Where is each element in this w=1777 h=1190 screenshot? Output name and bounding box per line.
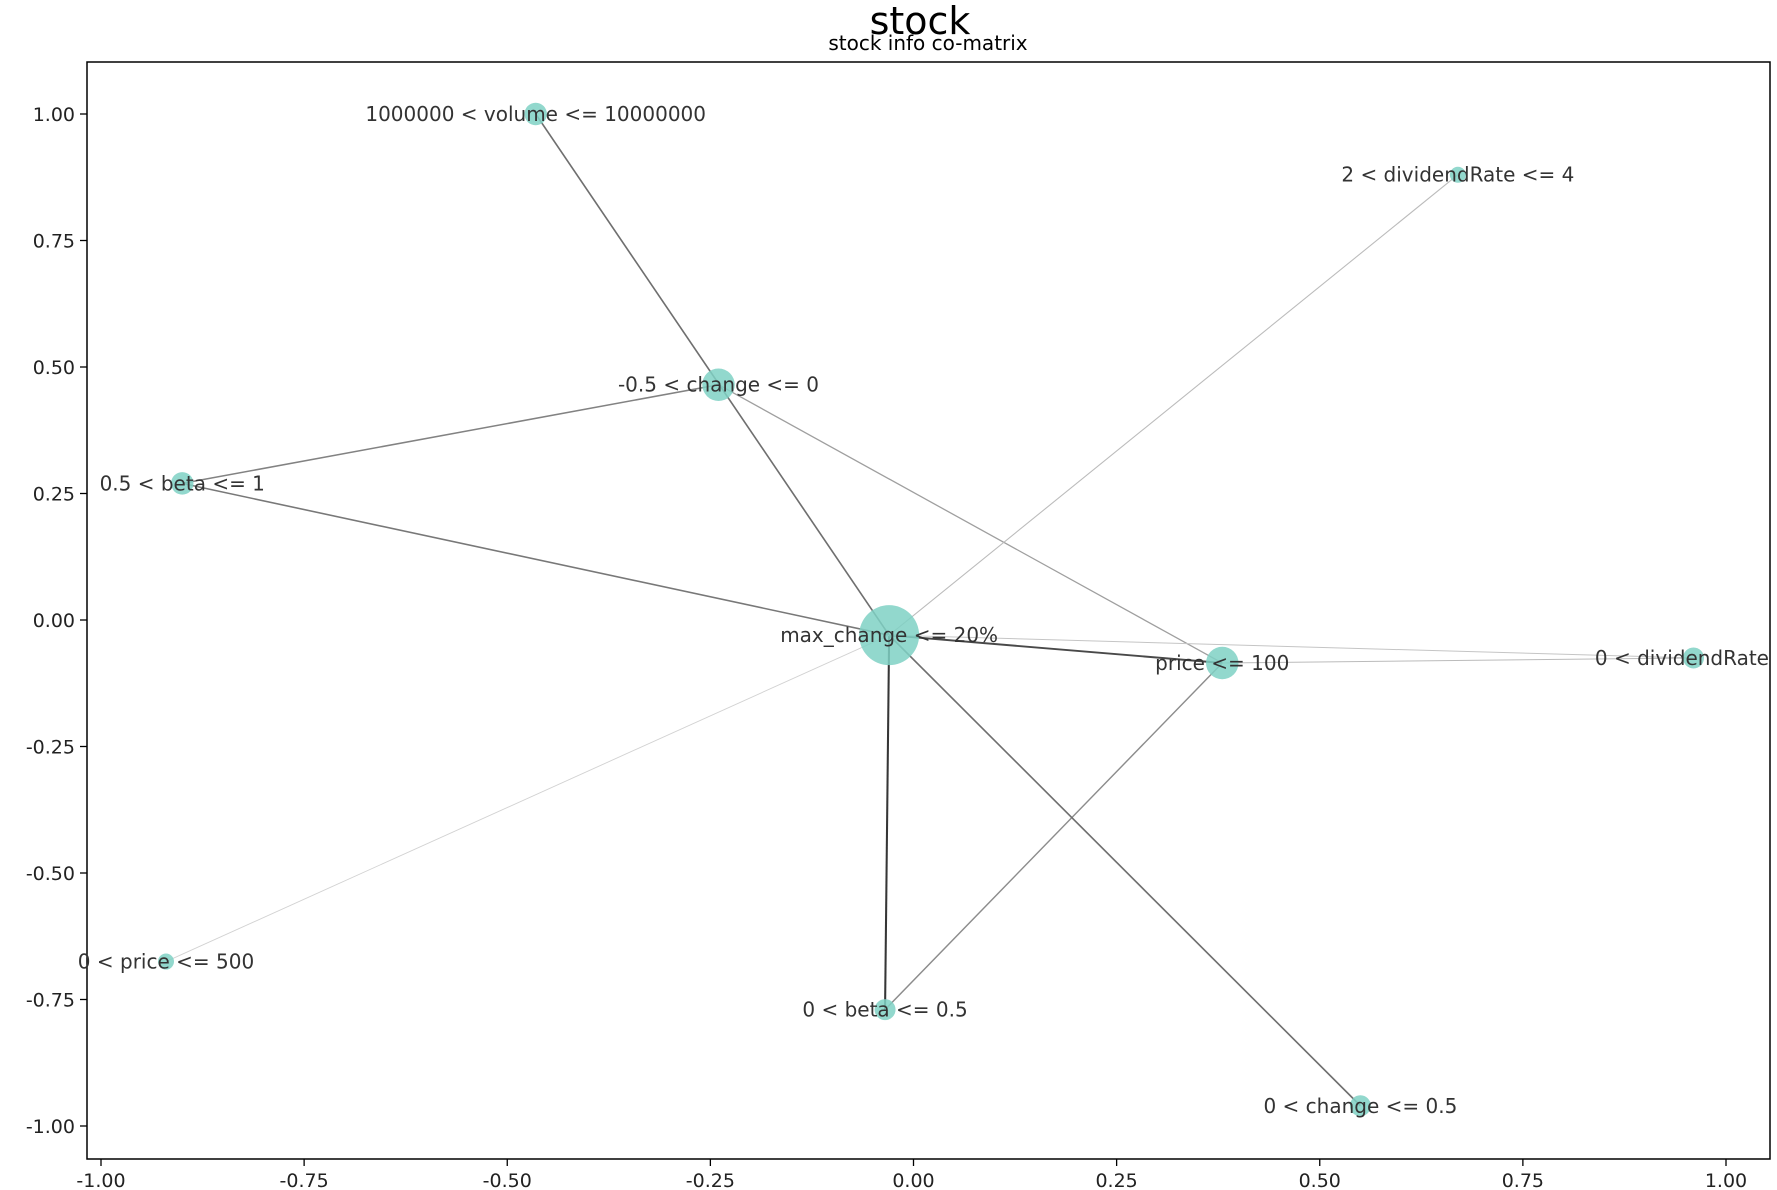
node-beta_high — [171, 472, 194, 495]
node-beta_low — [874, 999, 896, 1021]
y-tick-label: 0.00 — [33, 610, 75, 632]
y-tick-label: -1.00 — [26, 1116, 75, 1138]
node-label-beta_high: 0.5 < beta <= 1 — [100, 471, 265, 495]
edge-max_change-dividend_low — [889, 634, 1694, 659]
node-label-beta_low: 0 < beta <= 0.5 — [802, 998, 967, 1022]
labels-layer: max_change <= 20% price <= 100 -0.5 < chan… — [78, 102, 1777, 1118]
node-label-price100: price <= 100 — [1155, 651, 1289, 675]
x-tick-label: 0.00 — [892, 1170, 934, 1190]
x-tick-label: 0.50 — [1299, 1170, 1341, 1190]
x-tick-label: 1.00 — [1705, 1170, 1747, 1190]
node-label-price500: 0 < price <= 500 — [78, 950, 254, 974]
node-label-dividend_high: 2 < dividendRate <= 4 — [1341, 163, 1574, 187]
edge-max_change-price500 — [165, 634, 890, 962]
x-tick-label: -0.50 — [483, 1170, 532, 1190]
node-price100 — [1206, 646, 1239, 680]
edge-change_neg-beta_high — [182, 383, 719, 485]
plot-frame — [86, 61, 1771, 1160]
y-tick-label: -0.75 — [26, 990, 75, 1012]
y-tick-label: 0.75 — [33, 231, 75, 253]
node-change_neg — [702, 368, 735, 401]
edge-max_change-beta_low — [884, 635, 891, 1010]
y-tick-label: 1.00 — [33, 104, 75, 126]
node-dividend_high — [1449, 166, 1466, 183]
node-label-volume: 1000000 < volume <= 10000000 — [365, 102, 706, 126]
edge-price100-dividend_low — [1222, 657, 1694, 664]
node-change_pos — [1349, 1095, 1371, 1117]
y-tick-label: -0.25 — [26, 737, 75, 759]
chart-title: stock — [870, 0, 971, 43]
edge-max_change-dividend_high — [888, 174, 1459, 636]
x-tick-label: 0.25 — [1095, 1170, 1137, 1190]
x-tick-label: 0.75 — [1502, 1170, 1544, 1190]
node-label-max_change: max_change <= 20% — [780, 623, 998, 647]
y-tick-label: 0.50 — [33, 357, 75, 379]
x-tick-label: -0.75 — [280, 1170, 329, 1190]
edges-layer — [165, 113, 1694, 1107]
node-max_change — [859, 605, 920, 666]
x-axis: -1.00 -0.75 -0.50 -0.25 0.00 0.25 0.50 0.75 1.00 — [76, 1159, 1747, 1190]
edge-change_neg-price100 — [718, 384, 1223, 664]
y-tick-label: 0.25 — [33, 484, 75, 506]
node-dividend_low — [1683, 647, 1704, 669]
x-tick-label: -1.00 — [76, 1170, 125, 1190]
edge-max_change-change_pos — [888, 634, 1361, 1107]
edge-max_change-price100 — [889, 634, 1223, 664]
node-price500 — [158, 953, 174, 970]
y-axis: 1.00 0.75 0.50 0.25 0.00 -0.25 -0.50 -0.75 -1.00 — [26, 104, 87, 1138]
x-tick-label: -0.25 — [686, 1170, 735, 1190]
node-volume — [524, 102, 547, 126]
node-label-change_pos: 0 < change <= 0.5 — [1263, 1094, 1457, 1118]
nodes-layer — [158, 102, 1704, 1117]
y-tick-label: -0.50 — [26, 863, 75, 885]
node-label-change_neg: -0.5 < change <= 0 — [618, 373, 819, 397]
edge-beta_high-max_change — [182, 482, 890, 636]
chart-subtitle: stock info co-matrix — [828, 31, 1027, 55]
node-label-dividend_low: 0 < dividendRate < — [1595, 646, 1777, 670]
edge-price100-beta_low — [884, 662, 1223, 1011]
